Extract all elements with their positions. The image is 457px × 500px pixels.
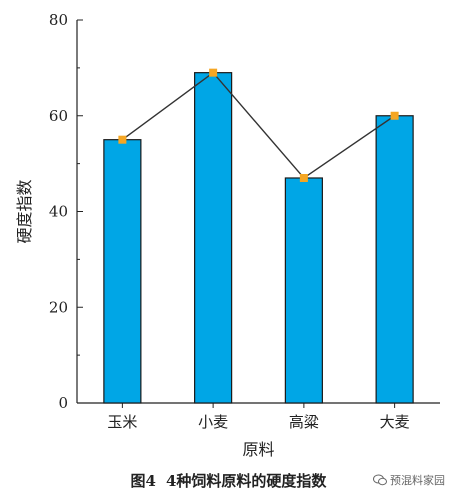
x-tick-label: 大麦 (380, 413, 410, 431)
bar-玉米 (103, 139, 142, 404)
marker-大麦 (390, 111, 399, 120)
hardness-chart: 玉米 小麦 高粱 大麦 0 20 40 60 80 原料 硬度指数 (15, 11, 440, 459)
figure-title: 4种饲料原料的硬度指数 (165, 472, 327, 490)
figure-number: 图4 (130, 472, 156, 490)
y-axis-label: 硬度指数 (15, 179, 34, 243)
y-tick-label: 60 (49, 107, 68, 125)
trend-line-path (121, 71, 396, 179)
y-tick-label: 40 (49, 203, 68, 221)
x-tick-labels: 玉米 小麦 高粱 大麦 (107, 413, 409, 431)
bar-大麦 (375, 115, 414, 404)
x-tick-label: 小麦 (198, 413, 228, 431)
wechat-icon (373, 474, 387, 486)
marker-小麦 (209, 68, 218, 77)
y-tick-label: 20 (49, 298, 68, 316)
watermark: 预混料家园 (373, 472, 445, 488)
bar-小麦 (194, 72, 233, 404)
marker-高粱 (299, 173, 308, 182)
x-tick-label: 玉米 (107, 413, 137, 431)
y-tick-labels: 0 20 40 60 80 (49, 11, 68, 412)
bar-高粱 (284, 177, 323, 404)
figure-caption: 图4 4种饲料原料的硬度指数 (0, 470, 457, 491)
y-tick-label: 80 (49, 11, 68, 29)
x-tick-label: 高粱 (289, 413, 319, 431)
watermark-text: 预混料家园 (390, 474, 445, 487)
bars (103, 72, 414, 404)
marker-玉米 (118, 135, 127, 144)
y-tick-label: 0 (58, 394, 68, 412)
trend-line (118, 68, 399, 182)
x-axis-label: 原料 (242, 440, 274, 459)
